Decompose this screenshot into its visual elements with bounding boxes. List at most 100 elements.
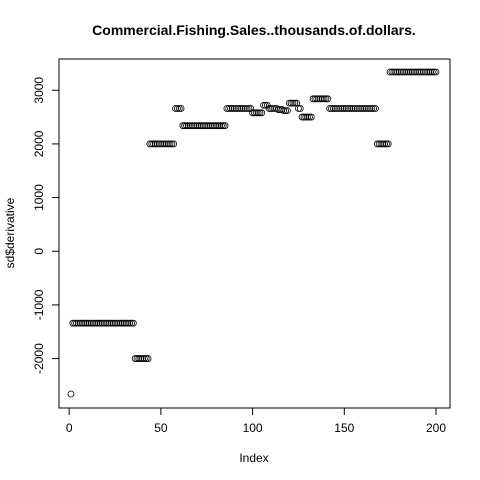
data-point: [238, 105, 245, 112]
data-point: [183, 122, 190, 130]
data-point: [322, 95, 330, 103]
data-point: [95, 319, 102, 327]
data-point: [210, 122, 218, 130]
x-tick-label-150: 150: [334, 421, 354, 435]
data-point: [370, 105, 378, 112]
data-point: [205, 122, 212, 130]
data-point: [113, 319, 121, 327]
data-point: [80, 319, 88, 327]
data-point: [117, 319, 124, 327]
data-point: [190, 122, 198, 130]
data-point: [306, 113, 313, 121]
data-point: [256, 109, 264, 117]
data-point: [214, 122, 222, 130]
x-axis-label: Index: [239, 451, 268, 465]
x-tick-label-0: 0: [66, 421, 73, 435]
data-point: [320, 95, 328, 103]
data-point: [384, 140, 392, 148]
data-point: [375, 140, 383, 148]
data-point: [197, 122, 205, 130]
data-point: [296, 105, 304, 112]
data-point: [219, 122, 227, 130]
data-point: [111, 319, 119, 327]
data-points: [67, 68, 440, 398]
data-point: [140, 355, 148, 362]
data-point: [74, 319, 82, 327]
data-point: [157, 140, 165, 148]
data-point: [423, 68, 431, 76]
y-axis-label: sd$derivative: [3, 197, 17, 268]
data-point: [159, 140, 167, 148]
data-point: [217, 122, 225, 130]
data-point: [368, 105, 376, 112]
data-point: [225, 105, 233, 112]
data-point: [234, 105, 242, 112]
data-point: [258, 109, 266, 117]
data-point: [381, 140, 389, 148]
data-point: [247, 105, 255, 112]
data-point: [216, 122, 223, 130]
data-point: [329, 105, 337, 112]
x-tick-label-100: 100: [243, 421, 263, 435]
data-point: [150, 140, 157, 148]
data-point: [254, 109, 262, 117]
data-point: [249, 109, 256, 117]
data-point: [155, 140, 163, 148]
data-point: [403, 68, 411, 76]
data-point: [139, 355, 146, 362]
data-point: [118, 319, 126, 327]
data-point: [392, 68, 400, 76]
data-point: [122, 319, 130, 327]
data-point: [76, 319, 84, 327]
y-tick-label-0: 0: [32, 248, 46, 255]
data-point: [287, 99, 295, 107]
x-axis: 0 50 100 150 200: [66, 408, 446, 435]
y-axis: -2000 -1000 0 1000 2000 3000: [32, 77, 59, 374]
data-point: [339, 105, 346, 112]
data-point: [313, 95, 321, 103]
data-point: [416, 68, 423, 76]
data-point: [128, 319, 135, 327]
data-point: [430, 68, 438, 76]
data-point: [223, 105, 231, 112]
data-point: [135, 355, 143, 362]
data-point: [414, 68, 422, 76]
data-point: [100, 319, 108, 327]
data-point: [291, 99, 299, 107]
y-tick-label-1000: 1000: [32, 184, 46, 211]
data-point: [201, 122, 209, 130]
data-point: [221, 122, 229, 130]
data-point: [282, 107, 290, 115]
data-point: [175, 105, 183, 112]
x-tick-label-200: 200: [426, 421, 446, 435]
data-point: [252, 109, 260, 117]
plot-frame: [58, 58, 451, 409]
data-point: [372, 105, 379, 112]
data-point: [120, 319, 128, 327]
data-point: [401, 68, 409, 76]
data-point: [302, 113, 310, 121]
y-tick-label-3000: 3000: [32, 77, 46, 104]
data-point: [84, 319, 91, 327]
data-point: [311, 95, 319, 103]
data-point: [186, 122, 194, 130]
data-point: [177, 105, 185, 112]
data-point: [390, 68, 398, 76]
data-point: [241, 105, 249, 112]
data-point: [181, 122, 189, 130]
data-point: [151, 140, 159, 148]
data-point: [82, 319, 90, 327]
data-point: [344, 105, 352, 112]
data-point: [419, 68, 427, 76]
data-point: [166, 140, 174, 148]
data-point: [162, 140, 170, 148]
data-point: [333, 105, 341, 112]
data-point: [383, 140, 390, 148]
data-point: [126, 319, 134, 327]
data-point: [179, 122, 187, 130]
data-point: [337, 105, 345, 112]
chart-title: Commercial.Fishing.Sales..thousands.of.d…: [92, 22, 416, 38]
data-point: [364, 105, 372, 112]
data-point: [267, 105, 275, 112]
data-point: [386, 68, 394, 76]
